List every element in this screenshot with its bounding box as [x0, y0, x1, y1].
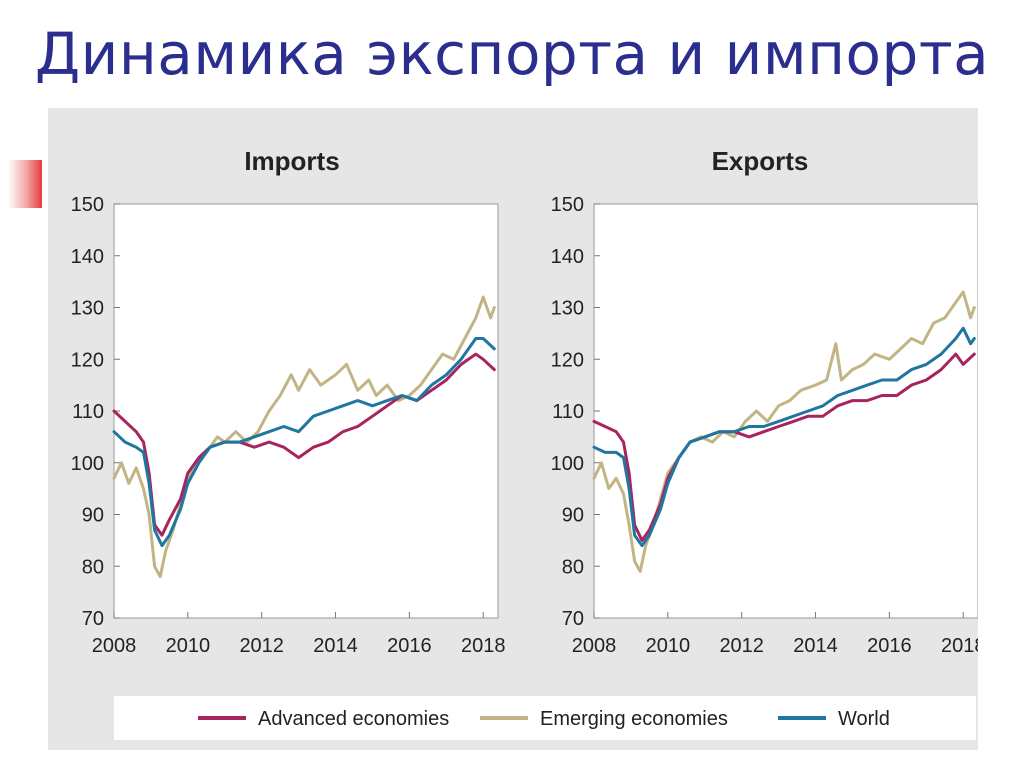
exports-ytick-label: 150	[551, 194, 584, 216]
imports-plot-area	[113, 203, 499, 619]
imports-y-axis: 70 80 90 100 110 120 130 140 150	[71, 194, 120, 630]
imports-xtick-label: 2008	[92, 635, 137, 657]
imports-line-advanced-economies	[112, 352, 496, 537]
imports-line-emerging-economies	[112, 295, 496, 579]
legend: Advanced economies Emerging economies Wo…	[114, 696, 976, 740]
imports-xtick-label: 2014	[313, 635, 358, 657]
exports-line-world	[592, 326, 976, 548]
imports-ytick-label: 90	[82, 505, 104, 527]
legend-label-advanced: Advanced economies	[258, 708, 449, 730]
exports-panel: Exports 70 80 90 100 110 120 130 140 150 2008 201…	[551, 146, 978, 657]
imports-ytick-label: 70	[82, 608, 104, 630]
exports-ytick-label: 80	[562, 556, 584, 578]
imports-xtick-label: 2010	[166, 635, 211, 657]
legend-label-emerging: Emerging economies	[540, 708, 728, 730]
imports-ytick-label: 100	[71, 453, 104, 475]
imports-xtick-label: 2012	[239, 635, 284, 657]
exports-xtick-label: 2008	[572, 635, 617, 657]
exports-ytick-label: 120	[551, 349, 584, 371]
slide-accent-bar	[8, 160, 42, 208]
exports-title: Exports	[712, 146, 809, 176]
legend-box	[114, 696, 976, 740]
exports-ytick-label: 90	[562, 505, 584, 527]
imports-ytick-label: 120	[71, 349, 104, 371]
imports-line-world	[112, 337, 496, 548]
trade-figure: Imports 70 80 90 100 110 120 130 140 150 2008 201…	[48, 108, 978, 750]
exports-xtick-label: 2018	[941, 635, 978, 657]
imports-ytick-label: 80	[82, 556, 104, 578]
imports-ytick-label: 140	[71, 246, 104, 268]
imports-ytick-label: 130	[71, 298, 104, 320]
exports-ytick-label: 70	[562, 608, 584, 630]
exports-series	[592, 290, 976, 573]
exports-ytick-label: 130	[551, 298, 584, 320]
exports-xtick-label: 2012	[719, 635, 764, 657]
exports-line-advanced-economies	[592, 352, 976, 542]
imports-ytick-label: 110	[72, 401, 104, 423]
exports-x-axis: 2008 2010 2012 2014 2016 2018	[572, 612, 978, 657]
exports-xtick-label: 2016	[867, 635, 912, 657]
slide-title: Динамика экспорта и импорта	[34, 20, 990, 88]
imports-xtick-label: 2016	[387, 635, 432, 657]
imports-panel: Imports 70 80 90 100 110 120 130 140 150 2008 201…	[71, 146, 506, 657]
imports-xtick-label: 2018	[461, 635, 506, 657]
imports-title: Imports	[244, 146, 339, 176]
legend-label-world: World	[838, 708, 890, 730]
exports-ytick-label: 100	[551, 453, 584, 475]
exports-plot-area	[593, 203, 978, 619]
exports-xtick-label: 2014	[793, 635, 838, 657]
imports-ytick-label: 150	[71, 194, 104, 216]
exports-y-axis: 70 80 90 100 110 120 130 140 150	[551, 194, 600, 630]
imports-x-axis: 2008 2010 2012 2014 2016 2018	[92, 612, 506, 657]
exports-ytick-label: 110	[552, 401, 584, 423]
exports-xtick-label: 2010	[646, 635, 691, 657]
exports-ytick-label: 140	[551, 246, 584, 268]
imports-series	[112, 295, 496, 579]
exports-line-emerging-economies	[592, 290, 976, 573]
